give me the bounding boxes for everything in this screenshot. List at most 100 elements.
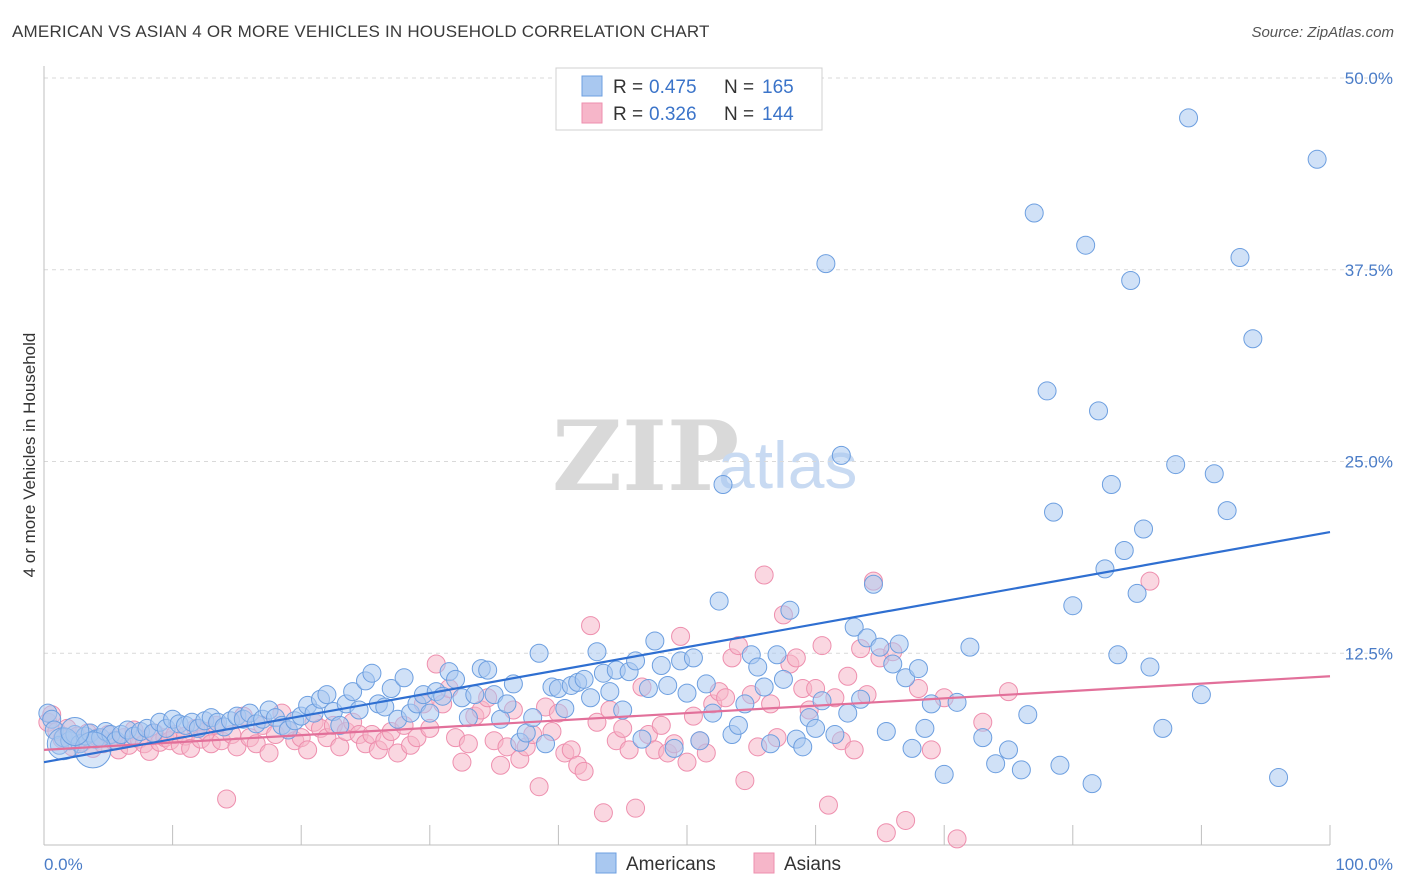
asians-point xyxy=(812,636,832,656)
americans-point xyxy=(1114,540,1134,560)
americans-points xyxy=(38,108,1327,794)
americans-point xyxy=(638,679,658,699)
americans-point xyxy=(1179,108,1199,128)
asians-point xyxy=(818,795,838,815)
americans-point xyxy=(581,688,601,708)
americans-point xyxy=(690,731,710,751)
y-tick-label: 50.0% xyxy=(1345,69,1393,88)
americans-point xyxy=(420,703,440,723)
legend-r-value-americans: 0.475 xyxy=(649,77,697,98)
x-tick-label-max: 100.0% xyxy=(1335,855,1393,874)
asians-point xyxy=(921,740,941,760)
americans-point xyxy=(497,694,517,714)
americans-point xyxy=(773,669,793,689)
americans-point xyxy=(713,475,733,495)
americans-point xyxy=(458,708,478,728)
asians-points xyxy=(38,565,1160,849)
grid-lines xyxy=(44,77,1392,654)
asians-point xyxy=(876,823,896,843)
americans-point xyxy=(696,674,716,694)
legend-r-label-asians: R = xyxy=(613,104,643,125)
americans-point xyxy=(664,738,684,758)
americans-point xyxy=(523,708,543,728)
asians-point xyxy=(896,810,916,830)
legend-n-value-americans: 165 xyxy=(762,77,794,98)
americans-point xyxy=(465,685,485,705)
asians-point xyxy=(761,694,781,714)
chart-title: AMERICAN VS ASIAN 4 OR MORE VEHICLES IN … xyxy=(12,22,710,41)
americans-point xyxy=(1011,760,1031,780)
americans-point xyxy=(362,663,382,683)
americans-point xyxy=(851,689,871,709)
asians-point xyxy=(593,803,613,823)
x-tick-label-min: 0.0% xyxy=(44,855,83,874)
asians-point xyxy=(786,648,806,668)
asians-point xyxy=(908,679,928,699)
americans-point xyxy=(999,740,1018,760)
americans-point xyxy=(735,694,755,714)
americans-point xyxy=(748,657,768,677)
asians-point xyxy=(671,626,691,646)
americans-point xyxy=(889,634,909,654)
americans-point xyxy=(394,668,414,688)
americans-point xyxy=(1018,705,1038,725)
americans-point xyxy=(683,648,703,668)
americans-point xyxy=(761,734,781,754)
americans-point xyxy=(934,764,954,784)
asians-trend-line xyxy=(43,675,1331,751)
asians-point xyxy=(452,752,472,772)
americans-point xyxy=(973,728,993,748)
americans-point xyxy=(381,679,401,699)
americans-point xyxy=(960,637,980,657)
legend-n-label-asians: N = xyxy=(724,104,754,125)
y-tick-label: 25.0% xyxy=(1345,453,1393,472)
asians-point xyxy=(728,636,748,656)
americans-point xyxy=(876,721,896,741)
americans-point xyxy=(896,668,916,688)
legend-n-value-asians: 144 xyxy=(762,104,794,125)
asians-point xyxy=(844,740,864,760)
y-tick-labels: 12.5% 25.0% 37.5% 50.0% xyxy=(1345,69,1393,663)
bottom-legend-swatch-asians xyxy=(753,852,775,874)
americans-point xyxy=(703,703,723,723)
americans-point xyxy=(317,685,337,705)
americans-point xyxy=(915,718,935,738)
americans-point xyxy=(1191,685,1211,705)
americans-point xyxy=(658,675,678,695)
asians-point xyxy=(838,666,858,686)
asians-point xyxy=(683,706,703,726)
americans-point xyxy=(728,715,748,735)
americans-point xyxy=(587,642,607,662)
asians-point xyxy=(651,715,671,735)
asians-point xyxy=(574,761,594,781)
americans-point xyxy=(343,682,363,702)
legend-r-label-americans: R = xyxy=(613,77,643,98)
americans-point xyxy=(870,637,890,657)
asians-point xyxy=(217,789,237,809)
asians-point xyxy=(298,740,318,760)
y-tick-label: 12.5% xyxy=(1345,644,1393,663)
bottom-legend-swatch-americans xyxy=(595,852,617,874)
asians-point xyxy=(259,743,279,763)
watermark-atlas: atlas xyxy=(718,428,857,502)
axes xyxy=(43,66,1331,846)
asians-point xyxy=(626,798,646,818)
source-label: Source: ZipAtlas.com xyxy=(1251,24,1394,41)
asians-point xyxy=(491,755,511,775)
americans-trend-line xyxy=(43,530,1331,764)
americans-point xyxy=(986,754,1006,774)
americans-point xyxy=(857,628,877,648)
americans-point xyxy=(806,718,826,738)
asians-point xyxy=(613,718,633,738)
americans-point xyxy=(1121,270,1141,290)
americans-point xyxy=(1050,755,1070,775)
americans-point xyxy=(330,715,350,735)
americans-point xyxy=(838,703,858,723)
americans-point xyxy=(825,725,845,745)
americans-point xyxy=(1101,475,1121,495)
americans-point xyxy=(1134,519,1154,539)
americans-point xyxy=(574,669,594,689)
y-tick-label: 37.5% xyxy=(1345,261,1393,280)
americans-point xyxy=(632,729,652,749)
